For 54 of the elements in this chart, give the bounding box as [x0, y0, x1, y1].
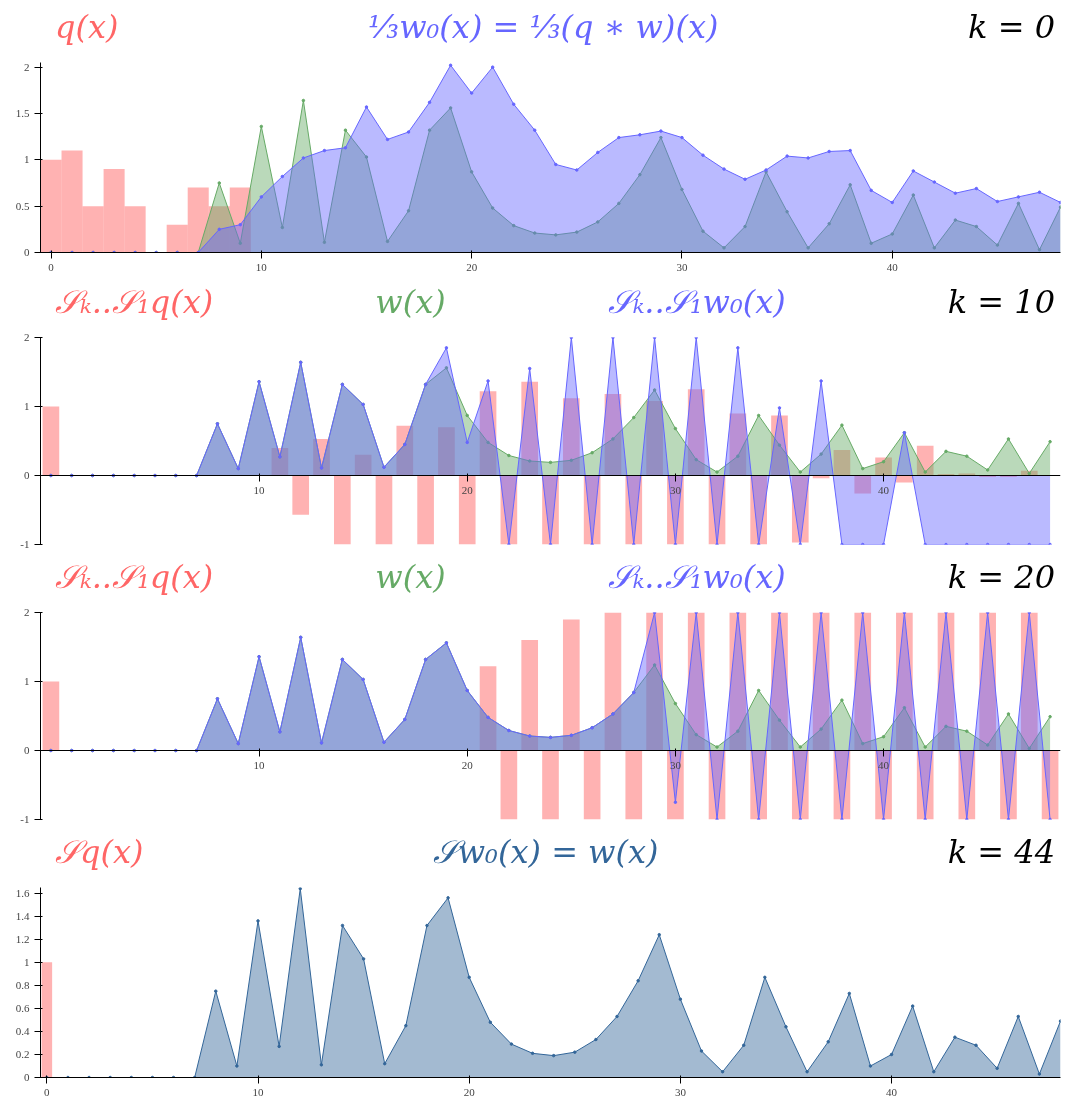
y-tick-label: 1: [24, 955, 30, 968]
series-label: 𝒮ₖ..𝒮₁w₀(x): [607, 282, 786, 323]
y-tick-label: 0.4: [15, 1024, 30, 1037]
y-tick-label: 2: [24, 60, 30, 73]
y-tick-label: 0.5: [15, 199, 30, 212]
y-tick-label: 1: [24, 153, 30, 166]
x-tick-label: 30: [669, 483, 682, 496]
x-tick-label: 40: [878, 758, 890, 771]
x-tick-label: 40: [878, 483, 890, 496]
x-tick-label: 20: [461, 758, 474, 771]
y-tick-label: -1: [20, 813, 30, 825]
series-label: 𝒮ₖ..𝒮₁w₀(x): [607, 557, 786, 598]
text: 𝒮ₖ..𝒮₁q(x): [55, 557, 214, 598]
y-tick-label: 1.5: [15, 106, 30, 119]
text: k = 20: [947, 557, 1055, 598]
series-label: ⅓w₀(x) = ⅓(q ∗ w)(x): [368, 7, 719, 48]
x-tick-label: 10: [253, 758, 266, 771]
x-tick-label: 10: [252, 1085, 265, 1098]
y-tick-label: 0: [24, 1071, 30, 1083]
x-tick-label: 0: [44, 1085, 51, 1098]
y-tick-label: 1: [24, 400, 30, 412]
series-label: w(x): [375, 282, 446, 323]
series-label: 𝒮w₀(x) = w(x): [432, 832, 659, 873]
text: k = 44: [947, 832, 1055, 873]
y-tick-label: 0.6: [15, 1001, 30, 1014]
y-tick-label: 0.8: [15, 978, 30, 991]
y-tick-label: 0: [24, 744, 30, 756]
series-label: w(x): [375, 557, 446, 598]
x-tick-label: 30: [674, 1085, 687, 1098]
x-tick-label: 0: [48, 260, 55, 273]
y-tick-label: 0.2: [15, 1047, 30, 1060]
y-tick-label: 0: [24, 469, 30, 481]
x-tick-label: 10: [255, 260, 268, 273]
y-tick-label: 1.2: [15, 932, 30, 945]
text: 𝒮ₖ..𝒮₁q(x): [55, 282, 214, 323]
x-tick-label: 10: [253, 483, 266, 496]
text: q(x): [55, 7, 119, 48]
x-tick-label: 20: [466, 260, 478, 273]
y-tick-label: 2: [24, 606, 30, 618]
y-tick-label: 0: [24, 246, 30, 258]
y-tick-label: 2: [24, 331, 30, 343]
y-tick-label: 1.6: [15, 886, 30, 899]
y-tick-label: -1: [20, 538, 30, 550]
x-tick-label: 20: [461, 483, 474, 496]
y-tick-label: 1.4: [15, 909, 30, 922]
x-tick-label: 40: [886, 1085, 898, 1098]
y-tick-label: 1: [24, 675, 30, 687]
text: 𝒮q(x): [55, 832, 144, 873]
x-tick-label: 20: [463, 1085, 476, 1098]
text: k = 0: [968, 7, 1055, 48]
text: k = 10: [947, 282, 1055, 323]
x-tick-label: 30: [669, 758, 682, 771]
x-tick-label: 40: [886, 260, 899, 273]
x-tick-label: 30: [676, 260, 688, 273]
